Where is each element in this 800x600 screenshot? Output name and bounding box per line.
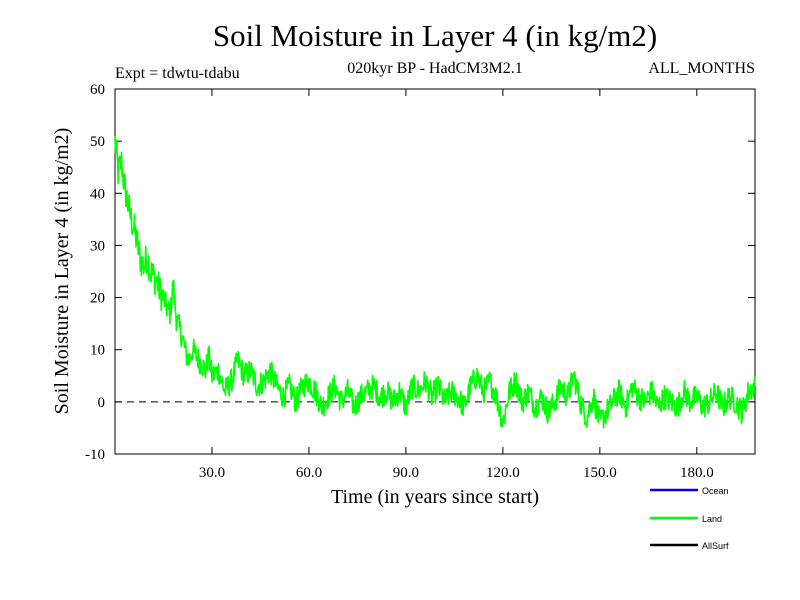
y-tick-label: 10 xyxy=(90,343,105,359)
legend-label-ocean: Ocean xyxy=(702,486,729,496)
x-axis-ticks: 30.0 60.0 90.0 120.0 150.0 180.0 xyxy=(199,89,714,481)
y-tick-label: 50 xyxy=(90,134,105,150)
chart-title: Soil Moisture in Layer 4 (in kg/m2) xyxy=(213,18,657,53)
legend-label-land: Land xyxy=(702,514,722,524)
y-tick-label: 40 xyxy=(90,186,105,202)
x-tick-label: 90.0 xyxy=(393,465,419,481)
x-tick-label: 120.0 xyxy=(486,465,520,481)
x-tick-label: 60.0 xyxy=(296,465,322,481)
series-line-land xyxy=(114,135,756,429)
chart-subtitle-months: ALL_MONTHS xyxy=(648,60,755,77)
x-axis-label: Time (in years since start) xyxy=(331,486,539,508)
x-tick-label: 30.0 xyxy=(199,465,225,481)
y-tick-label: 0 xyxy=(98,395,106,411)
y-axis-label: Soil Moisture in Layer 4 (in kg/m2) xyxy=(51,128,73,415)
plot-area-frame xyxy=(114,88,756,455)
legend: Ocean Land AllSurf xyxy=(650,486,729,551)
x-tick-label: 150.0 xyxy=(583,465,617,481)
chart-subtitle-period: 020kyr BP - HadCM3M2.1 xyxy=(347,60,522,77)
x-tick-label: 180.0 xyxy=(680,465,714,481)
y-tick-label: 60 xyxy=(90,82,105,98)
y-tick-label: 20 xyxy=(90,291,105,307)
y-tick-label: -10 xyxy=(85,447,105,463)
y-axis-ticks: -10 0 10 20 30 40 50 60 xyxy=(85,82,755,463)
y-tick-label: 30 xyxy=(90,238,105,254)
legend-label-allsurf: AllSurf xyxy=(702,541,729,551)
chart-subtitle-experiment: Expt = tdwtu-tdabu xyxy=(115,65,240,82)
